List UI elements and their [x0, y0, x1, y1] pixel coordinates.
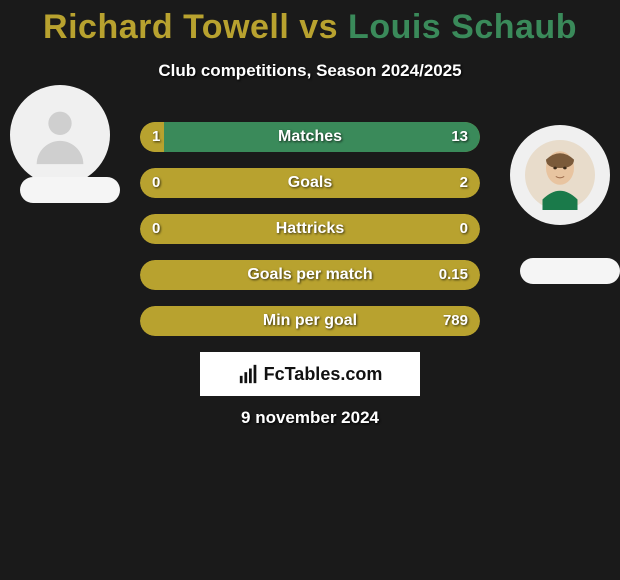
title-player2: Louis Schaub [348, 8, 577, 46]
stat-row: Matches1 13 [140, 122, 480, 152]
subtitle: Club competitions, Season 2024/2025 [0, 61, 620, 81]
player2-photo-icon [525, 140, 595, 210]
person-icon [25, 100, 95, 170]
stat-row: Hattricks0 0 [140, 214, 480, 244]
stat-label: Hattricks [140, 214, 480, 244]
player1-avatar [10, 85, 110, 185]
stat-label: Matches [140, 122, 480, 152]
stat-label: Goals [140, 168, 480, 198]
stat-value-left: 1 [152, 122, 160, 152]
player2-name-pill [520, 258, 620, 284]
stat-row: Min per goal789 [140, 306, 480, 336]
stat-row: Goals0 2 [140, 168, 480, 198]
stat-label: Goals per match [140, 260, 480, 290]
stat-value-right: 0 [460, 214, 468, 244]
brand-text: FcTables.com [264, 364, 383, 385]
player2-avatar [510, 125, 610, 225]
stats-block: Matches113Goals02Hattricks00Goals per ma… [140, 122, 480, 352]
stat-row: Goals per match0.15 [140, 260, 480, 290]
comparison-infographic: Richard Towell vs Louis Schaub Club comp… [0, 0, 620, 580]
page-title: Richard Towell vs Louis Schaub [0, 0, 620, 47]
stat-value-left: 0 [152, 168, 160, 198]
title-vs: vs [289, 8, 348, 46]
stat-value-right: 2 [460, 168, 468, 198]
stat-value-right: 789 [443, 306, 468, 336]
chart-icon [238, 363, 260, 385]
date-line: 9 november 2024 [0, 408, 620, 428]
stat-value-left: 0 [152, 214, 160, 244]
brand-logo: FcTables.com [200, 352, 420, 396]
stat-value-right: 0.15 [439, 260, 468, 290]
stat-value-right: 13 [451, 122, 468, 152]
player1-name-pill [20, 177, 120, 203]
title-player1: Richard Towell [43, 8, 289, 46]
stat-label: Min per goal [140, 306, 480, 336]
